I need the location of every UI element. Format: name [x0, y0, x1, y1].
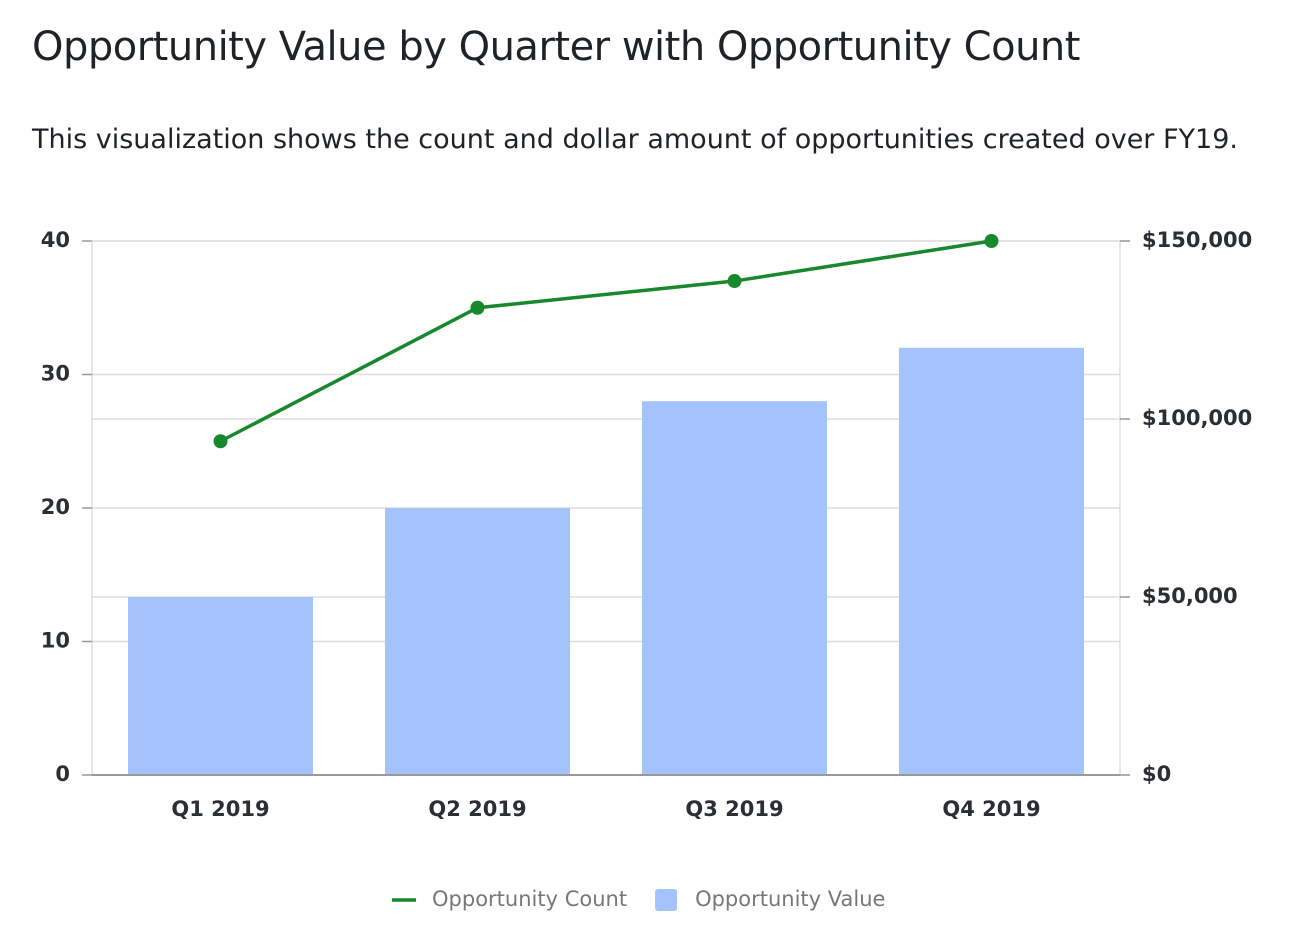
bar [898, 347, 1085, 775]
legend-swatch [655, 889, 678, 911]
y-tick-label: 0 [55, 762, 70, 786]
chart-title: Opportunity Value by Quarter with Opport… [32, 24, 1080, 70]
x-tick-label: Q3 2019 [685, 797, 783, 821]
y2-tick-label: $100,000 [1142, 406, 1252, 430]
y2-tick-label: $50,000 [1142, 584, 1238, 608]
x-tick-label: Q2 2019 [428, 797, 526, 821]
x-tick-label: Q4 2019 [942, 797, 1040, 821]
legend-label: Opportunity Count [432, 887, 627, 911]
bar [384, 508, 571, 775]
y-tick-label: 10 [41, 629, 70, 653]
y-tick-label: 20 [41, 495, 70, 519]
bar [127, 597, 314, 775]
line [219, 239, 992, 443]
y2-tick-label: $0 [1142, 762, 1171, 786]
line-point [984, 234, 999, 248]
y-tick-label: 30 [41, 362, 70, 386]
line-point [727, 274, 742, 289]
bar [641, 401, 828, 775]
y2-tick-label: $150,000 [1142, 228, 1252, 252]
y-tick-label: 40 [41, 228, 70, 252]
legend-label: Opportunity Value [695, 887, 885, 911]
x-tick-label: Q1 2019 [171, 797, 269, 821]
line-point [213, 434, 228, 449]
line-point [470, 300, 485, 315]
chart-subtitle: This visualization shows the count and d… [32, 124, 1238, 155]
